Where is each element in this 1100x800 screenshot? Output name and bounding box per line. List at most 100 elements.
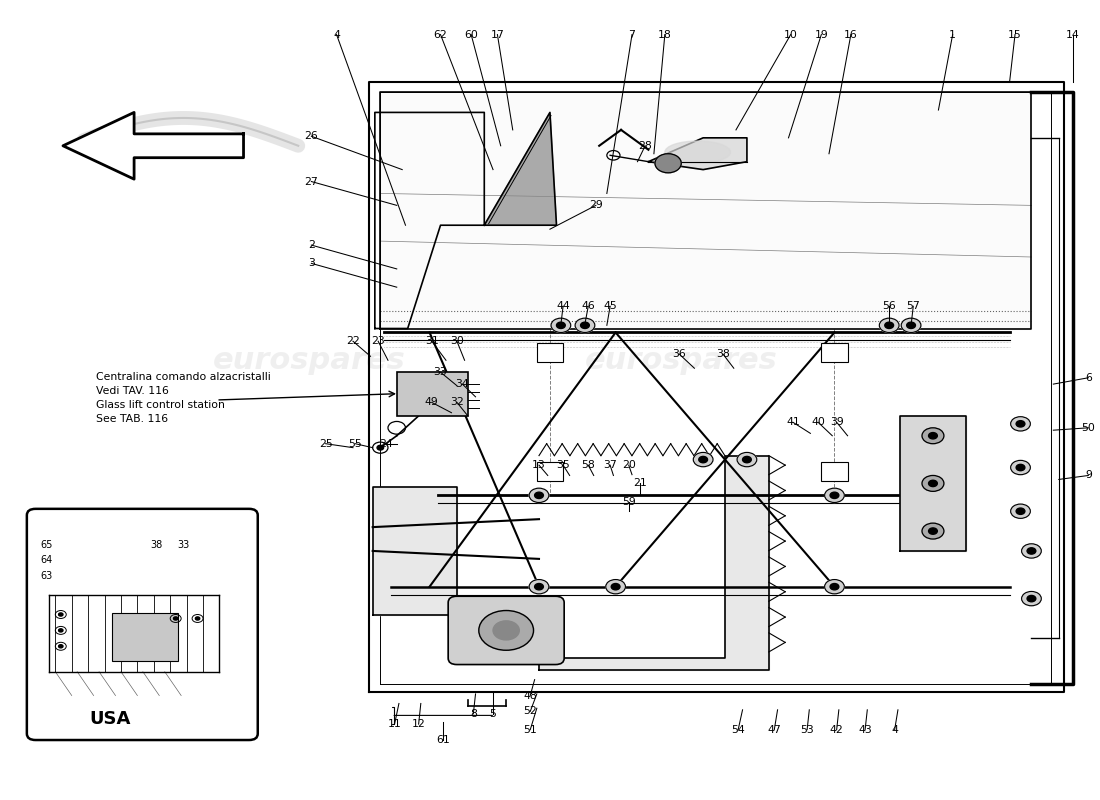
Text: 65: 65 (41, 539, 53, 550)
Polygon shape (373, 487, 456, 614)
Text: 11: 11 (387, 719, 402, 729)
Text: 58: 58 (582, 460, 595, 470)
Text: 51: 51 (524, 725, 537, 734)
Circle shape (174, 617, 178, 620)
FancyBboxPatch shape (537, 462, 563, 481)
Text: eurospares: eurospares (585, 346, 778, 374)
Text: 28: 28 (638, 141, 652, 150)
FancyBboxPatch shape (397, 372, 468, 416)
Circle shape (737, 453, 757, 466)
Text: 56: 56 (882, 302, 896, 311)
Circle shape (884, 322, 893, 329)
Text: 29: 29 (588, 200, 603, 210)
Text: 35: 35 (557, 460, 570, 470)
Text: 5: 5 (490, 709, 496, 719)
Text: 59: 59 (621, 497, 636, 506)
Text: 53: 53 (800, 725, 814, 734)
Text: 25: 25 (319, 438, 332, 449)
Text: 9: 9 (1085, 470, 1092, 481)
Text: 39: 39 (829, 418, 844, 427)
Polygon shape (900, 416, 966, 551)
Text: 32: 32 (450, 398, 464, 407)
Text: 6: 6 (1085, 373, 1092, 382)
Text: 19: 19 (814, 30, 828, 39)
Text: 64: 64 (41, 555, 53, 566)
Circle shape (654, 154, 681, 173)
Circle shape (612, 583, 620, 590)
Text: 54: 54 (732, 725, 745, 734)
Text: Centralina comando alzacristalli
Vedi TAV. 116
Glass lift control station
See TA: Centralina comando alzacristalli Vedi TA… (96, 372, 271, 424)
Circle shape (1027, 595, 1036, 602)
Circle shape (535, 583, 543, 590)
Text: 63: 63 (41, 571, 53, 582)
Text: 48: 48 (524, 690, 537, 701)
Text: 30: 30 (450, 336, 464, 346)
Circle shape (742, 457, 751, 462)
Text: 41: 41 (786, 418, 800, 427)
Circle shape (1016, 508, 1025, 514)
Circle shape (830, 583, 839, 590)
Circle shape (529, 488, 549, 502)
Circle shape (551, 318, 571, 333)
Text: 17: 17 (491, 30, 504, 39)
FancyBboxPatch shape (537, 342, 563, 362)
Polygon shape (484, 113, 557, 226)
Text: 18: 18 (658, 30, 672, 39)
Circle shape (58, 645, 63, 648)
Polygon shape (648, 138, 747, 170)
Text: 15: 15 (1009, 30, 1022, 39)
Circle shape (493, 621, 519, 640)
Text: USA: USA (89, 710, 131, 728)
Text: 26: 26 (305, 131, 318, 142)
Text: 44: 44 (557, 302, 570, 311)
Text: 47: 47 (768, 725, 781, 734)
Text: 37: 37 (603, 460, 617, 470)
Text: 10: 10 (784, 30, 798, 39)
FancyBboxPatch shape (822, 342, 848, 362)
Circle shape (1022, 544, 1042, 558)
Circle shape (557, 322, 565, 329)
Text: 45: 45 (603, 302, 617, 311)
Text: 4: 4 (891, 725, 898, 734)
Circle shape (928, 433, 937, 439)
Circle shape (1011, 417, 1031, 431)
Text: 1: 1 (949, 30, 956, 39)
Text: 34: 34 (455, 379, 470, 389)
FancyBboxPatch shape (112, 613, 178, 661)
Circle shape (928, 480, 937, 486)
Text: 50: 50 (1081, 423, 1096, 433)
Text: 46: 46 (582, 302, 595, 311)
Circle shape (535, 492, 543, 498)
Text: 40: 40 (811, 418, 825, 427)
Circle shape (529, 579, 549, 594)
Circle shape (581, 322, 590, 329)
Ellipse shape (664, 141, 730, 163)
Text: 16: 16 (844, 30, 858, 39)
Circle shape (879, 318, 899, 333)
Polygon shape (63, 113, 243, 179)
Text: 12: 12 (411, 719, 426, 729)
Polygon shape (539, 456, 769, 670)
Circle shape (693, 453, 713, 466)
Polygon shape (381, 92, 1032, 329)
Circle shape (1022, 591, 1042, 606)
Circle shape (825, 579, 845, 594)
FancyBboxPatch shape (448, 596, 564, 665)
Circle shape (478, 610, 534, 650)
Text: 31: 31 (425, 336, 439, 346)
Text: 49: 49 (425, 398, 439, 407)
Circle shape (825, 488, 845, 502)
Text: 33: 33 (433, 367, 448, 377)
Circle shape (58, 629, 63, 632)
Text: 14: 14 (1066, 30, 1080, 39)
Text: 20: 20 (621, 460, 636, 470)
FancyBboxPatch shape (26, 509, 257, 740)
Circle shape (1011, 460, 1031, 474)
Text: 4: 4 (333, 30, 340, 39)
Text: 60: 60 (464, 30, 478, 39)
Circle shape (1011, 504, 1031, 518)
Text: 43: 43 (858, 725, 872, 734)
Circle shape (196, 617, 200, 620)
Circle shape (1016, 464, 1025, 470)
Text: 38: 38 (716, 349, 729, 359)
